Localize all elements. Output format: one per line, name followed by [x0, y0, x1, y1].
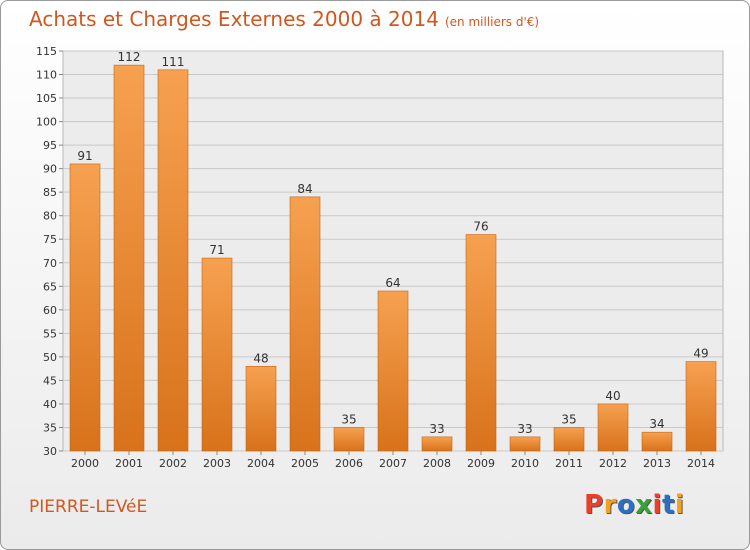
bar-value-label: 35 — [561, 412, 576, 426]
bar-value-label: 49 — [693, 347, 708, 361]
bar — [113, 64, 145, 452]
chart-title-block: Achats et Charges Externes 2000 à 2014 (e… — [29, 7, 539, 31]
chart-title: Achats et Charges Externes 2000 à 2014 — [29, 7, 439, 31]
logo-letter: i — [652, 490, 662, 520]
y-tick-label: 65 — [43, 280, 57, 293]
y-tick-label: 115 — [36, 45, 57, 58]
bar-value-label: 111 — [162, 55, 185, 69]
x-tick-label: 2011 — [555, 457, 583, 470]
bar — [333, 427, 365, 452]
bar — [465, 234, 497, 452]
x-tick-label: 2005 — [291, 457, 319, 470]
bar-value-label: 76 — [473, 220, 488, 234]
bar — [157, 69, 189, 452]
bar-value-label: 33 — [517, 422, 532, 436]
x-tick-label: 2006 — [335, 457, 363, 470]
logo-letter: o — [616, 490, 636, 520]
bar-value-label: 71 — [209, 243, 224, 257]
x-tick-label: 2003 — [203, 457, 231, 470]
x-tick-label: 2004 — [247, 457, 275, 470]
bar — [245, 365, 277, 452]
chart-subtitle: (en milliers d'€) — [444, 15, 540, 29]
x-tick-label: 2001 — [115, 457, 143, 470]
y-tick-label: 90 — [43, 163, 57, 176]
bar — [201, 257, 233, 452]
bar-value-label: 33 — [429, 422, 444, 436]
y-tick-label: 105 — [36, 92, 57, 105]
bar — [69, 163, 101, 452]
y-tick-label: 35 — [43, 421, 57, 434]
x-tick-label: 2010 — [511, 457, 539, 470]
bar-value-label: 40 — [605, 389, 620, 403]
bar-value-label: 48 — [253, 351, 268, 365]
bar-value-label: 35 — [341, 412, 356, 426]
bar — [421, 436, 453, 452]
y-tick-label: 80 — [43, 210, 57, 223]
y-tick-label: 55 — [43, 327, 57, 340]
x-tick-label: 2008 — [423, 457, 451, 470]
bar — [597, 403, 629, 452]
y-tick-label: 85 — [43, 186, 57, 199]
x-tick-label: 2013 — [643, 457, 671, 470]
x-tick-label: 2012 — [599, 457, 627, 470]
y-tick-label: 100 — [36, 116, 57, 129]
bar-value-label: 112 — [118, 50, 141, 64]
y-tick-label: 70 — [43, 257, 57, 270]
logo-letter: t — [661, 490, 675, 520]
y-tick-label: 50 — [43, 351, 57, 364]
y-tick-label: 95 — [43, 139, 57, 152]
y-tick-label: 110 — [36, 69, 57, 82]
bar — [509, 436, 541, 452]
logo-letter: P — [584, 490, 604, 520]
bar-value-label: 34 — [649, 417, 664, 431]
bar-value-label: 91 — [77, 149, 92, 163]
proxiti-logo: Proxiti — [584, 490, 684, 520]
bar — [553, 427, 585, 452]
bar-value-label: 64 — [385, 276, 400, 290]
x-tick-label: 2002 — [159, 457, 187, 470]
bar — [685, 361, 717, 452]
bar — [377, 290, 409, 452]
x-tick-label: 2014 — [687, 457, 715, 470]
x-tick-label: 2009 — [467, 457, 495, 470]
logo-letter: x — [635, 490, 653, 520]
y-tick-label: 30 — [43, 445, 57, 458]
logo-letter: i — [674, 490, 685, 520]
x-tick-label: 2007 — [379, 457, 407, 470]
y-tick-label: 75 — [43, 233, 57, 246]
commune-name: PIERRE-LEVéE — [29, 497, 148, 517]
y-tick-label: 45 — [43, 374, 57, 387]
y-tick-label: 60 — [43, 304, 57, 317]
y-tick-label: 40 — [43, 398, 57, 411]
bar-value-label: 84 — [297, 182, 312, 196]
bar — [289, 196, 321, 452]
x-tick-label: 2000 — [71, 457, 99, 470]
bar — [641, 431, 673, 452]
logo-letter: r — [603, 490, 617, 520]
